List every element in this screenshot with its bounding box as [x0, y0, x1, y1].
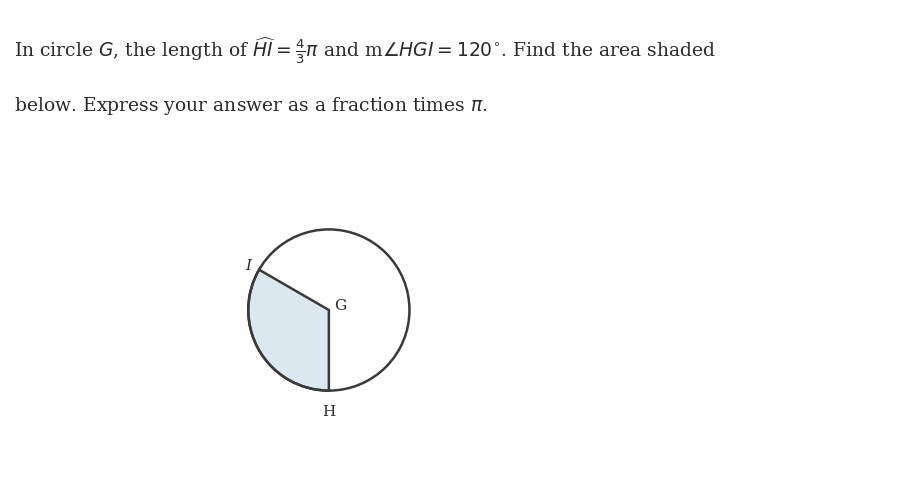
Text: below. Express your answer as a fraction times $\pi$.: below. Express your answer as a fraction… — [14, 95, 487, 117]
Text: In circle $G$, the length of $\widehat{HI} = \frac{4}{3}\pi$ and m$\angle HGI = : In circle $G$, the length of $\widehat{H… — [14, 35, 715, 66]
Text: I: I — [245, 258, 251, 272]
Wedge shape — [249, 270, 329, 390]
Text: H: H — [323, 405, 335, 419]
Text: G: G — [334, 299, 347, 313]
